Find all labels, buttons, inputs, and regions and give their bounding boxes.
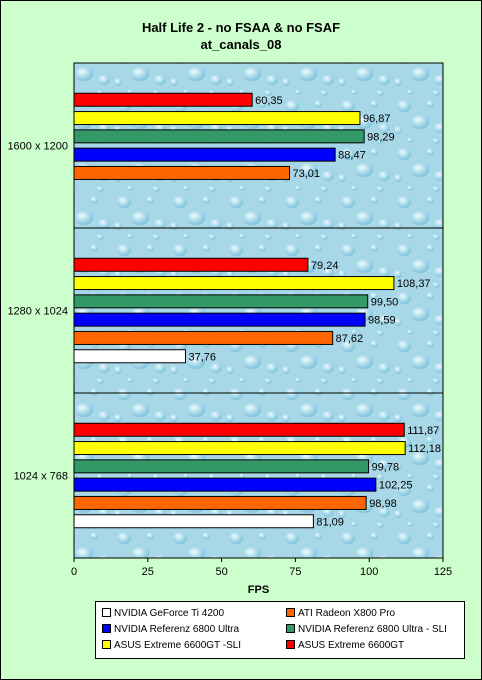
- x-tick-label: 50: [215, 566, 227, 578]
- bar: [73, 147, 336, 162]
- legend-swatch: [286, 608, 295, 617]
- plot-area: [73, 62, 444, 559]
- data-label: 88,47: [338, 150, 366, 162]
- legend-label: NVIDIA GeForce Ti 4200: [114, 608, 225, 619]
- data-label: 112,18: [408, 443, 441, 455]
- x-tick-label: 25: [142, 566, 154, 578]
- bar: [73, 129, 365, 144]
- x-axis-title: FPS: [248, 584, 269, 596]
- category-label: 1280 x 1024: [7, 306, 68, 318]
- data-label: 96,87: [363, 113, 391, 125]
- bar: [73, 349, 186, 364]
- legend-item: ATI Radeon X800 Pro: [286, 608, 395, 619]
- bar: [73, 165, 291, 180]
- legend-item: NVIDIA GeForce Ti 4200: [102, 608, 224, 619]
- legend-item: NVIDIA Referenz 6800 Ultra: [102, 624, 239, 635]
- legend-label: ATI Radeon X800 Pro: [298, 608, 396, 619]
- bar: [73, 111, 361, 126]
- legend-item: NVIDIA Referenz 6800 Ultra - SLI: [286, 624, 447, 635]
- legend-label: NVIDIA Referenz 6800 Ultra - SLI: [298, 624, 447, 635]
- bar: [73, 294, 369, 309]
- data-label: 98,98: [369, 498, 397, 510]
- data-label: 108,37: [397, 278, 431, 290]
- bar: [73, 477, 377, 492]
- legend-swatch: [286, 640, 295, 649]
- data-label: 73,01: [293, 168, 321, 180]
- category-label: 1024 x 768: [14, 471, 68, 483]
- data-label: 60,35: [255, 95, 283, 107]
- legend-swatch: [286, 624, 295, 633]
- x-tick-label: 125: [434, 566, 452, 578]
- x-tick-label: 75: [289, 566, 301, 578]
- data-label: 81,09: [316, 516, 344, 528]
- legend-label: ASUS Extreme 6600GT: [298, 640, 405, 651]
- bar: [73, 441, 406, 456]
- category-label: 1600 x 1200: [7, 141, 68, 153]
- chart-subtitle: at_canals_08: [200, 37, 282, 52]
- bar: [73, 422, 405, 437]
- data-label: 111,87: [407, 425, 439, 437]
- chart-title: Half Life 2 - no FSAA & no FSAF: [141, 20, 341, 35]
- legend-swatch: [102, 624, 111, 633]
- legend-label: ASUS Extreme 6600GT -SLI: [114, 640, 242, 651]
- bar: [73, 514, 314, 529]
- bar: [73, 92, 253, 107]
- legend-item: ASUS Extreme 6600GT: [286, 640, 404, 651]
- x-tick-label: 100: [360, 566, 378, 578]
- legend-item: ASUS Extreme 6600GT -SLI: [102, 640, 241, 651]
- bar: [73, 257, 309, 272]
- data-label: 98,29: [367, 131, 395, 143]
- bar: [73, 495, 367, 510]
- data-label: 37,76: [188, 351, 216, 363]
- data-label: 98,59: [368, 315, 396, 327]
- data-label: 99,50: [371, 296, 399, 308]
- bar: [73, 276, 395, 291]
- legend-swatch: [102, 608, 111, 617]
- data-label: 99,78: [372, 461, 400, 473]
- bar: [73, 312, 366, 327]
- bar: [73, 330, 334, 345]
- data-label: 102,25: [379, 480, 413, 492]
- bar: [73, 459, 370, 474]
- legend-label: NVIDIA Referenz 6800 Ultra: [114, 624, 240, 635]
- legend-swatch: [102, 640, 111, 649]
- x-tick-label: 0: [71, 566, 77, 578]
- data-label: 87,62: [336, 333, 364, 345]
- data-label: 79,24: [311, 260, 339, 272]
- legend: NVIDIA GeForce Ti 4200 ATI Radeon X800 P…: [95, 601, 465, 659]
